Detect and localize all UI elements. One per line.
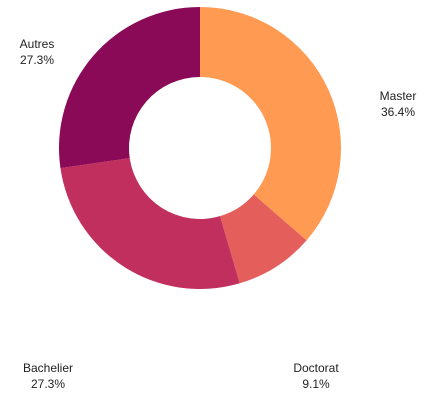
slice-label: Bachelier [23, 361, 73, 375]
slice-label: Autres [20, 37, 55, 51]
donut-slice [200, 7, 341, 241]
slice-label: Doctorat [293, 361, 339, 375]
slice-value-label: 9.1% [302, 377, 330, 391]
slice-value-label: 36.4% [381, 105, 415, 119]
slice-value-label: 27.3% [31, 377, 65, 391]
slice-label: Master [380, 89, 417, 103]
donut-slice [220, 194, 307, 284]
donut-slice [60, 158, 240, 289]
slice-value-label: 27.3% [20, 53, 54, 67]
donut-slice [59, 7, 201, 169]
